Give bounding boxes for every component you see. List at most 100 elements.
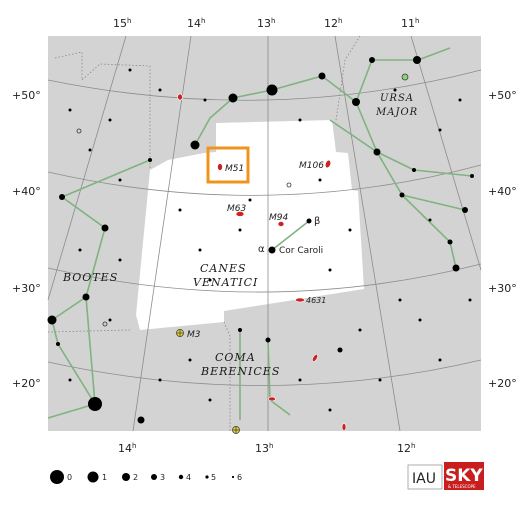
- star: [88, 148, 92, 152]
- m51-highlight-box: [206, 146, 250, 184]
- star: [188, 358, 192, 362]
- galaxy-m106: [324, 159, 332, 169]
- star: [412, 168, 416, 172]
- ra-labels-bottom: 14h 13h 12h: [118, 442, 415, 455]
- star: [438, 358, 442, 362]
- stars: [47, 56, 474, 424]
- label-cor-caroli: Cor Caroli: [279, 246, 323, 256]
- canes-venatici-line1: CANES: [200, 262, 247, 275]
- label-m94: M94: [269, 213, 288, 223]
- sky-logo-subtext: & TELESCOPE: [448, 484, 476, 489]
- star: [266, 84, 278, 96]
- star: [248, 198, 252, 202]
- star: [190, 140, 200, 150]
- star: [47, 315, 57, 325]
- canes-venatici-region: [136, 120, 364, 330]
- ra-top-11: 11: [401, 17, 415, 30]
- star: [208, 278, 212, 282]
- legend-mag-0: 0: [67, 473, 72, 482]
- ursa-major-line2: MAJOR: [375, 107, 418, 118]
- star: [108, 318, 112, 322]
- star: [438, 128, 442, 132]
- label-m106: M106: [299, 161, 324, 171]
- dec-right-50: +50°: [488, 89, 517, 102]
- right-ascension-grid: [47, 35, 482, 432]
- star: [238, 228, 242, 232]
- star: [348, 228, 352, 232]
- star: [128, 68, 132, 72]
- galaxy: [341, 423, 347, 431]
- constellation-lines: [47, 47, 473, 420]
- galaxy: [177, 93, 183, 101]
- svg-text:12h: 12h: [324, 17, 342, 30]
- dec-labels-right: +50° +40° +30° +20°: [488, 89, 517, 390]
- star: [318, 72, 326, 80]
- star: [203, 98, 207, 102]
- label-alpha: α: [258, 244, 265, 255]
- star: [337, 347, 343, 353]
- open-markers: [76, 128, 292, 327]
- dec-right-40: +40°: [488, 185, 517, 198]
- star: [452, 264, 460, 272]
- canes-venatici-line2: VENATICI: [193, 276, 258, 289]
- star: [78, 248, 82, 252]
- star: [458, 98, 462, 102]
- star: [208, 398, 212, 402]
- galaxy: [268, 396, 276, 402]
- star: [265, 337, 271, 343]
- declination-grid: [47, 69, 482, 386]
- star: [268, 246, 276, 254]
- legend-mag-5: 5: [211, 473, 216, 482]
- cluster: [401, 73, 409, 81]
- star: [306, 218, 312, 224]
- globular-clusters: [176, 73, 409, 434]
- constellation-boundaries: [47, 35, 361, 431]
- star: [118, 178, 122, 182]
- star: [68, 378, 72, 382]
- magnitude-legend: 0 1 2 3 4 5 6: [50, 470, 242, 484]
- dec-left-50: +50°: [12, 89, 41, 102]
- legend-mag-6: 6: [237, 473, 242, 482]
- ra-bottom-14: 14: [118, 442, 132, 455]
- star: [358, 328, 362, 332]
- dec-right-30: +30°: [488, 282, 517, 295]
- legend-mag-1: 1: [102, 473, 107, 482]
- svg-text:13h: 13h: [257, 17, 275, 30]
- star: [56, 342, 60, 346]
- bootes-label: BOOTES: [62, 271, 118, 284]
- star: [238, 328, 242, 332]
- star: [228, 93, 238, 103]
- galaxy: [312, 354, 318, 362]
- ra-top-12: 12: [324, 17, 338, 30]
- star: [158, 378, 162, 382]
- star: [68, 108, 72, 112]
- ra-top-15: 15: [113, 17, 127, 30]
- galaxy-ngc4631: [295, 297, 305, 303]
- star: [198, 248, 202, 252]
- star: [398, 298, 402, 302]
- star: [88, 397, 102, 411]
- coma-berenices-line2: BERENICES: [200, 365, 280, 378]
- star: [137, 416, 145, 424]
- star: [468, 298, 472, 302]
- svg-text:13h: 13h: [255, 442, 273, 455]
- star: [298, 378, 302, 382]
- dec-left-20: +20°: [12, 377, 41, 390]
- ursa-major-line1: URSA: [380, 93, 414, 104]
- galaxy-m51: [217, 163, 223, 171]
- label-m3: M3: [187, 330, 201, 340]
- label-ngc4631: 4631: [306, 296, 326, 305]
- iau-logo-text: IAU: [412, 471, 436, 487]
- legend-mag-4: 4: [186, 473, 191, 482]
- galaxy-m63: [235, 211, 245, 217]
- svg-text:15h: 15h: [113, 17, 131, 30]
- star: [328, 268, 332, 272]
- star: [413, 56, 421, 64]
- star: [393, 88, 397, 92]
- sky-logo-text: SKY: [445, 466, 483, 486]
- svg-text:14h: 14h: [187, 17, 205, 30]
- label-beta: β: [314, 216, 320, 227]
- star: [118, 258, 122, 262]
- ra-bottom-12: 12: [397, 442, 411, 455]
